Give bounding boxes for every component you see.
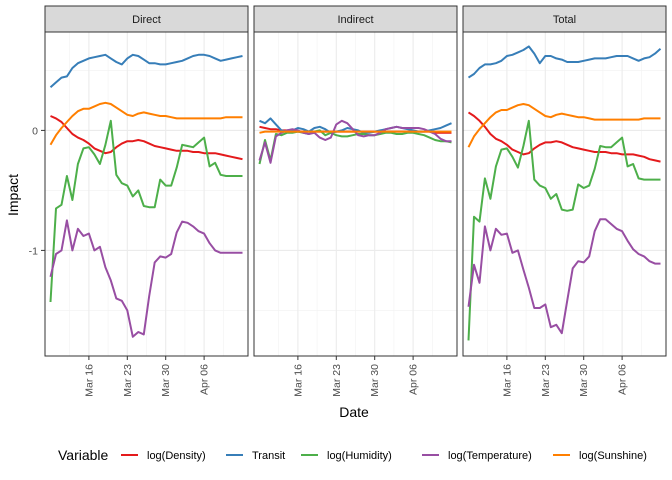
legend-title: Variable	[58, 447, 109, 463]
facet-strip	[44, 5, 249, 33]
series-line-total	[467, 218, 661, 335]
y-axis-title: Impact	[5, 174, 21, 216]
x-tick-label: Mar 16	[292, 364, 304, 397]
series-line-total	[467, 103, 661, 148]
legend-label: Transit	[252, 450, 285, 462]
x-tick-label: Mar 30	[578, 364, 590, 397]
x-tick-label: Apr 06	[199, 364, 211, 395]
series-line-indirect	[259, 130, 452, 134]
series-line-direct	[49, 101, 243, 146]
legend-item: log(Density)	[121, 450, 206, 462]
legend-label: log(Sunshine)	[579, 450, 647, 462]
legend-item: log(Sunshine)	[553, 450, 647, 462]
facet-strip-label: Direct	[132, 14, 161, 26]
legend-item: log(Temperature)	[422, 450, 532, 462]
facet-strip-label: Total	[553, 14, 576, 26]
x-tick-label: Mar 16	[83, 364, 95, 397]
panel-border	[253, 31, 458, 357]
x-tick-label: Mar 16	[501, 364, 513, 397]
x-tick-label: Apr 06	[617, 364, 629, 395]
x-tick-label: Mar 30	[369, 364, 381, 397]
series-line-total	[467, 119, 661, 341]
panel-total: Total Mar 16 Mar 23 Mar 30 Apr 06	[462, 5, 667, 397]
facet-strip	[462, 5, 667, 33]
x-tick-label: Mar 30	[160, 364, 172, 397]
series-line-direct	[49, 219, 243, 338]
y-tick-label: 0	[32, 125, 38, 137]
panel-border	[44, 31, 249, 357]
x-tick-label: Mar 23	[331, 364, 343, 397]
legend-item: log(Humidity)	[301, 450, 392, 462]
panel-direct: Direct Mar 16 Mar 23 Mar 30 Apr 06 0 -1	[29, 5, 249, 397]
x-tick-label: Mar 23	[122, 364, 134, 397]
legend-label: log(Density)	[147, 450, 206, 462]
facet-strip-label: Indirect	[337, 14, 373, 26]
series-line-direct	[50, 115, 243, 161]
x-axis-title: Date	[339, 404, 369, 420]
x-tick-label: Mar 23	[540, 364, 552, 397]
legend-label: log(Temperature)	[448, 450, 532, 462]
legend-label: log(Humidity)	[327, 450, 392, 462]
series-line-total	[467, 111, 661, 163]
series-line-indirect	[258, 129, 452, 165]
x-tick-label: Apr 06	[408, 364, 420, 395]
panel-border	[462, 31, 667, 357]
legend-item: Transit	[226, 450, 285, 462]
y-tick-label: -1	[29, 245, 38, 257]
series-line-direct	[49, 53, 243, 88]
legend: Variable log(Density) Transit log(Humidity…	[58, 447, 647, 463]
series-line-direct	[49, 119, 243, 303]
series-line-total	[467, 45, 662, 79]
panel-indirect: Indirect Mar 16 Mar 23 Mar 30 Apr 06	[253, 5, 458, 397]
